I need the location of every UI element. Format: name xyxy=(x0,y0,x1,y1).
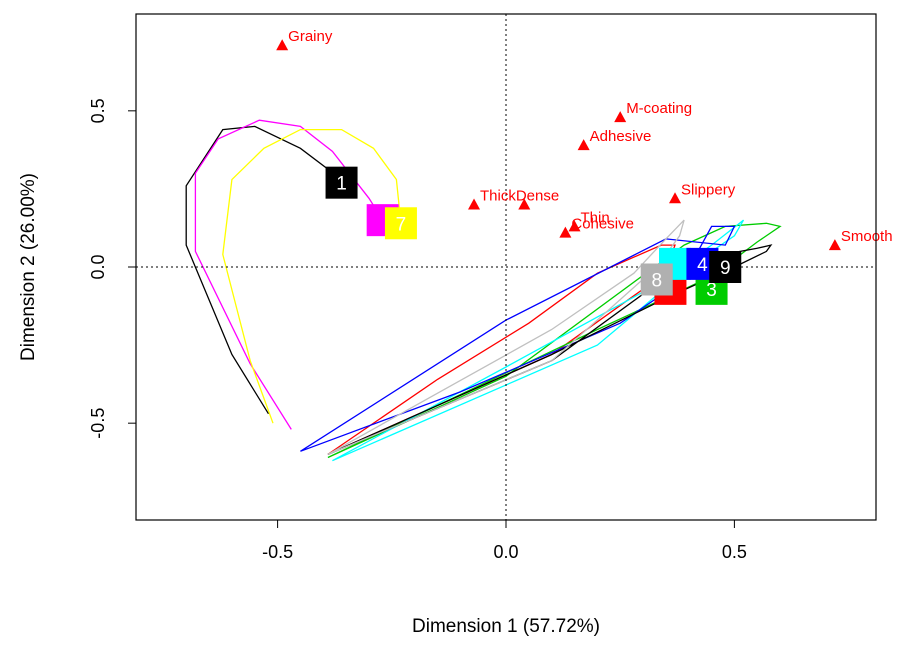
trajectory-line-1 xyxy=(185,125,342,415)
attribute-label-grainy: Grainy xyxy=(288,28,333,45)
product-label-3: 3 xyxy=(706,280,717,301)
trajectory-line-4 xyxy=(327,244,676,455)
x-tick-label-1: -0.5 xyxy=(262,542,293,562)
reference-lines xyxy=(136,14,876,520)
x-tick-label-3: 0.5 xyxy=(722,542,747,562)
attribute-point-thickdense xyxy=(468,198,481,210)
attribute-point-smooth xyxy=(828,239,841,251)
x-tick-label-2: 0.0 xyxy=(493,542,518,562)
attribute-label-smooth: Smooth xyxy=(841,228,893,245)
attribute-label-adhesive: Adhesive xyxy=(590,128,652,145)
product-label-4: 4 xyxy=(697,255,708,276)
trajectory-line-3 xyxy=(222,128,402,424)
product-box-8 xyxy=(709,251,742,283)
attribute-points: Grainy M-coating Adhesive ThickDense Slipper… xyxy=(276,28,893,251)
attribute-label-thin: Thin xyxy=(581,209,610,226)
attribute-point-slippery xyxy=(669,192,682,204)
y-axis-title: Dimension 2 (26.00%) xyxy=(18,173,39,361)
attribute-point-adhesive xyxy=(577,139,590,151)
product-label-8: 8 xyxy=(651,270,662,291)
product-label-7: 7 xyxy=(396,214,407,235)
attribute-label-m-coating: M-coating xyxy=(626,100,692,117)
x-axis-title: Dimension 1 (57.72%) xyxy=(412,616,600,637)
trajectory-line-6 xyxy=(332,219,745,462)
attribute-point-cohesive xyxy=(559,226,572,238)
product-label-1: 1 xyxy=(336,174,347,195)
y-tick-label-1: -0.5 xyxy=(88,408,108,439)
product-box-9 xyxy=(640,263,673,296)
attribute-label-slippery: Slippery xyxy=(681,181,736,198)
attribute-point-unlabeled-9 xyxy=(518,198,531,210)
attribute-point-grainy xyxy=(276,39,289,51)
x-axis: -0.5 0.0 0.5 xyxy=(262,520,747,562)
attribute-point-thin xyxy=(568,220,581,232)
y-tick-label-2: 0.0 xyxy=(88,254,108,279)
y-tick-label-3: 0.5 xyxy=(88,98,108,123)
attribute-label-cohesive: Cohesive xyxy=(571,216,634,233)
y-axis: -0.5 0.0 0.5 xyxy=(88,98,136,439)
attribute-label-thickdense: ThickDense xyxy=(480,188,559,205)
product-labels: 1 7 3 4 9 8 xyxy=(325,166,742,305)
trajectory-line-9 xyxy=(327,219,685,455)
trajectory-line-8 xyxy=(327,244,773,455)
attribute-point-m-coating xyxy=(614,111,627,123)
product-box-1 xyxy=(325,166,358,199)
trajectory-line-7 xyxy=(300,225,736,452)
product-box-3 xyxy=(384,207,417,240)
product-label-9: 9 xyxy=(720,258,731,279)
